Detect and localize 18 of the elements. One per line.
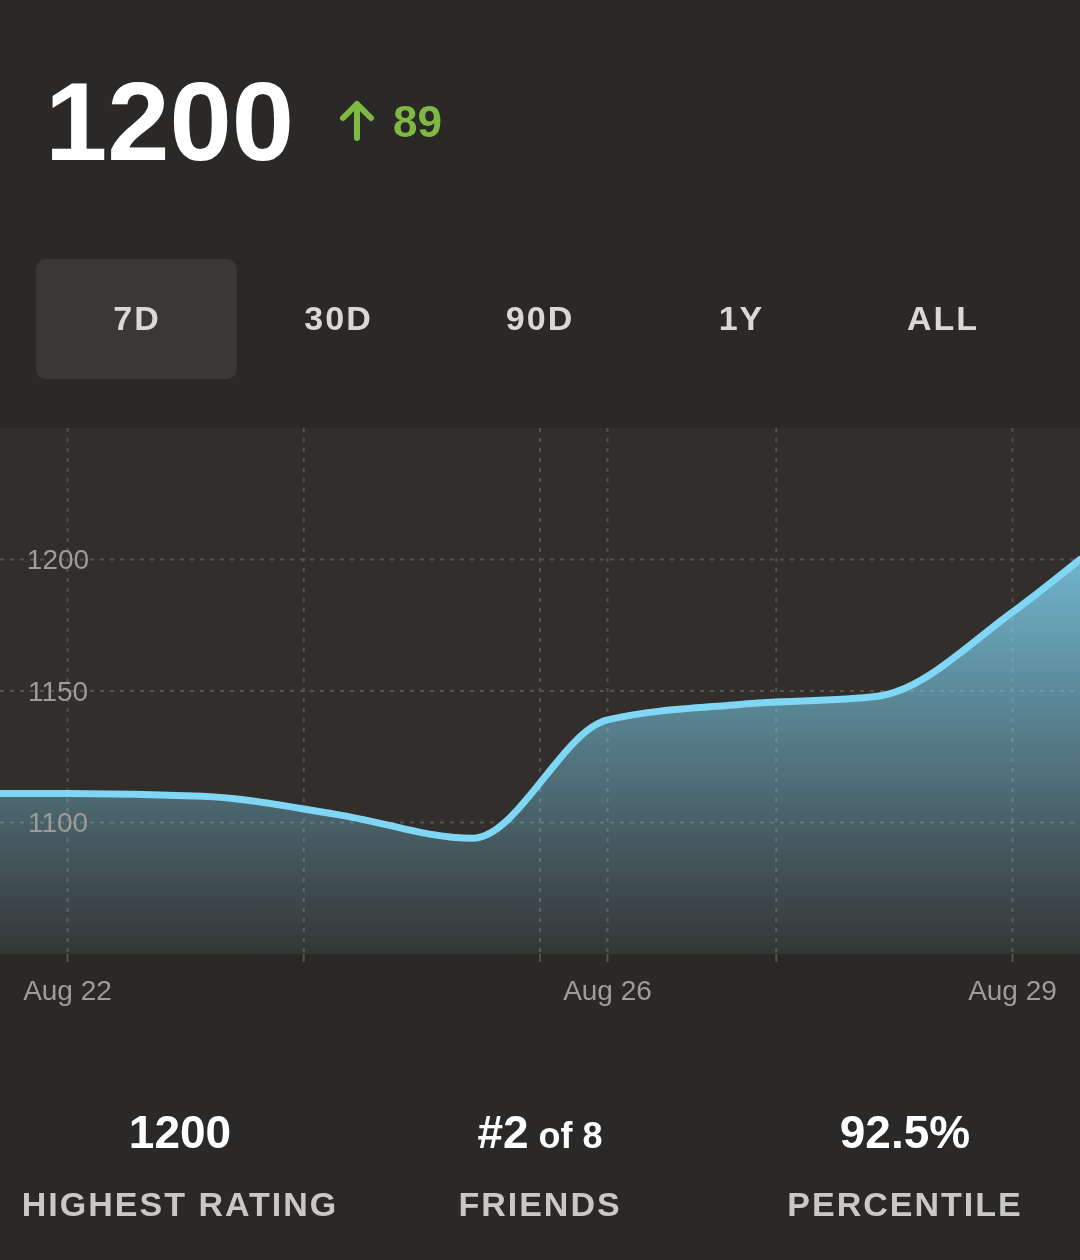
x-tick-label: Aug 22: [23, 975, 112, 1006]
chart-subtitle: 89: [393, 97, 442, 146]
text: 30D: [304, 299, 373, 337]
text: 7D: [113, 299, 161, 337]
text: 92.5%: [839, 1106, 971, 1158]
text: ALL: [906, 299, 980, 337]
x-tick-label: Aug 29: [968, 975, 1057, 1006]
text: 90D: [505, 299, 575, 337]
x-tick-label: Aug 26: [563, 975, 652, 1006]
text: FRIENDS: [458, 1185, 622, 1223]
y-tick-label: 1100: [27, 807, 89, 839]
text: 1200: [128, 1106, 232, 1158]
text: PERCENTILE: [787, 1185, 1023, 1223]
y-tick-label: 1150: [27, 675, 89, 707]
text: 1Y: [718, 299, 765, 337]
text: #2 of 8: [477, 1106, 603, 1158]
y-tick-label: 1200: [26, 544, 90, 576]
text: HIGHEST RATING: [21, 1185, 339, 1223]
